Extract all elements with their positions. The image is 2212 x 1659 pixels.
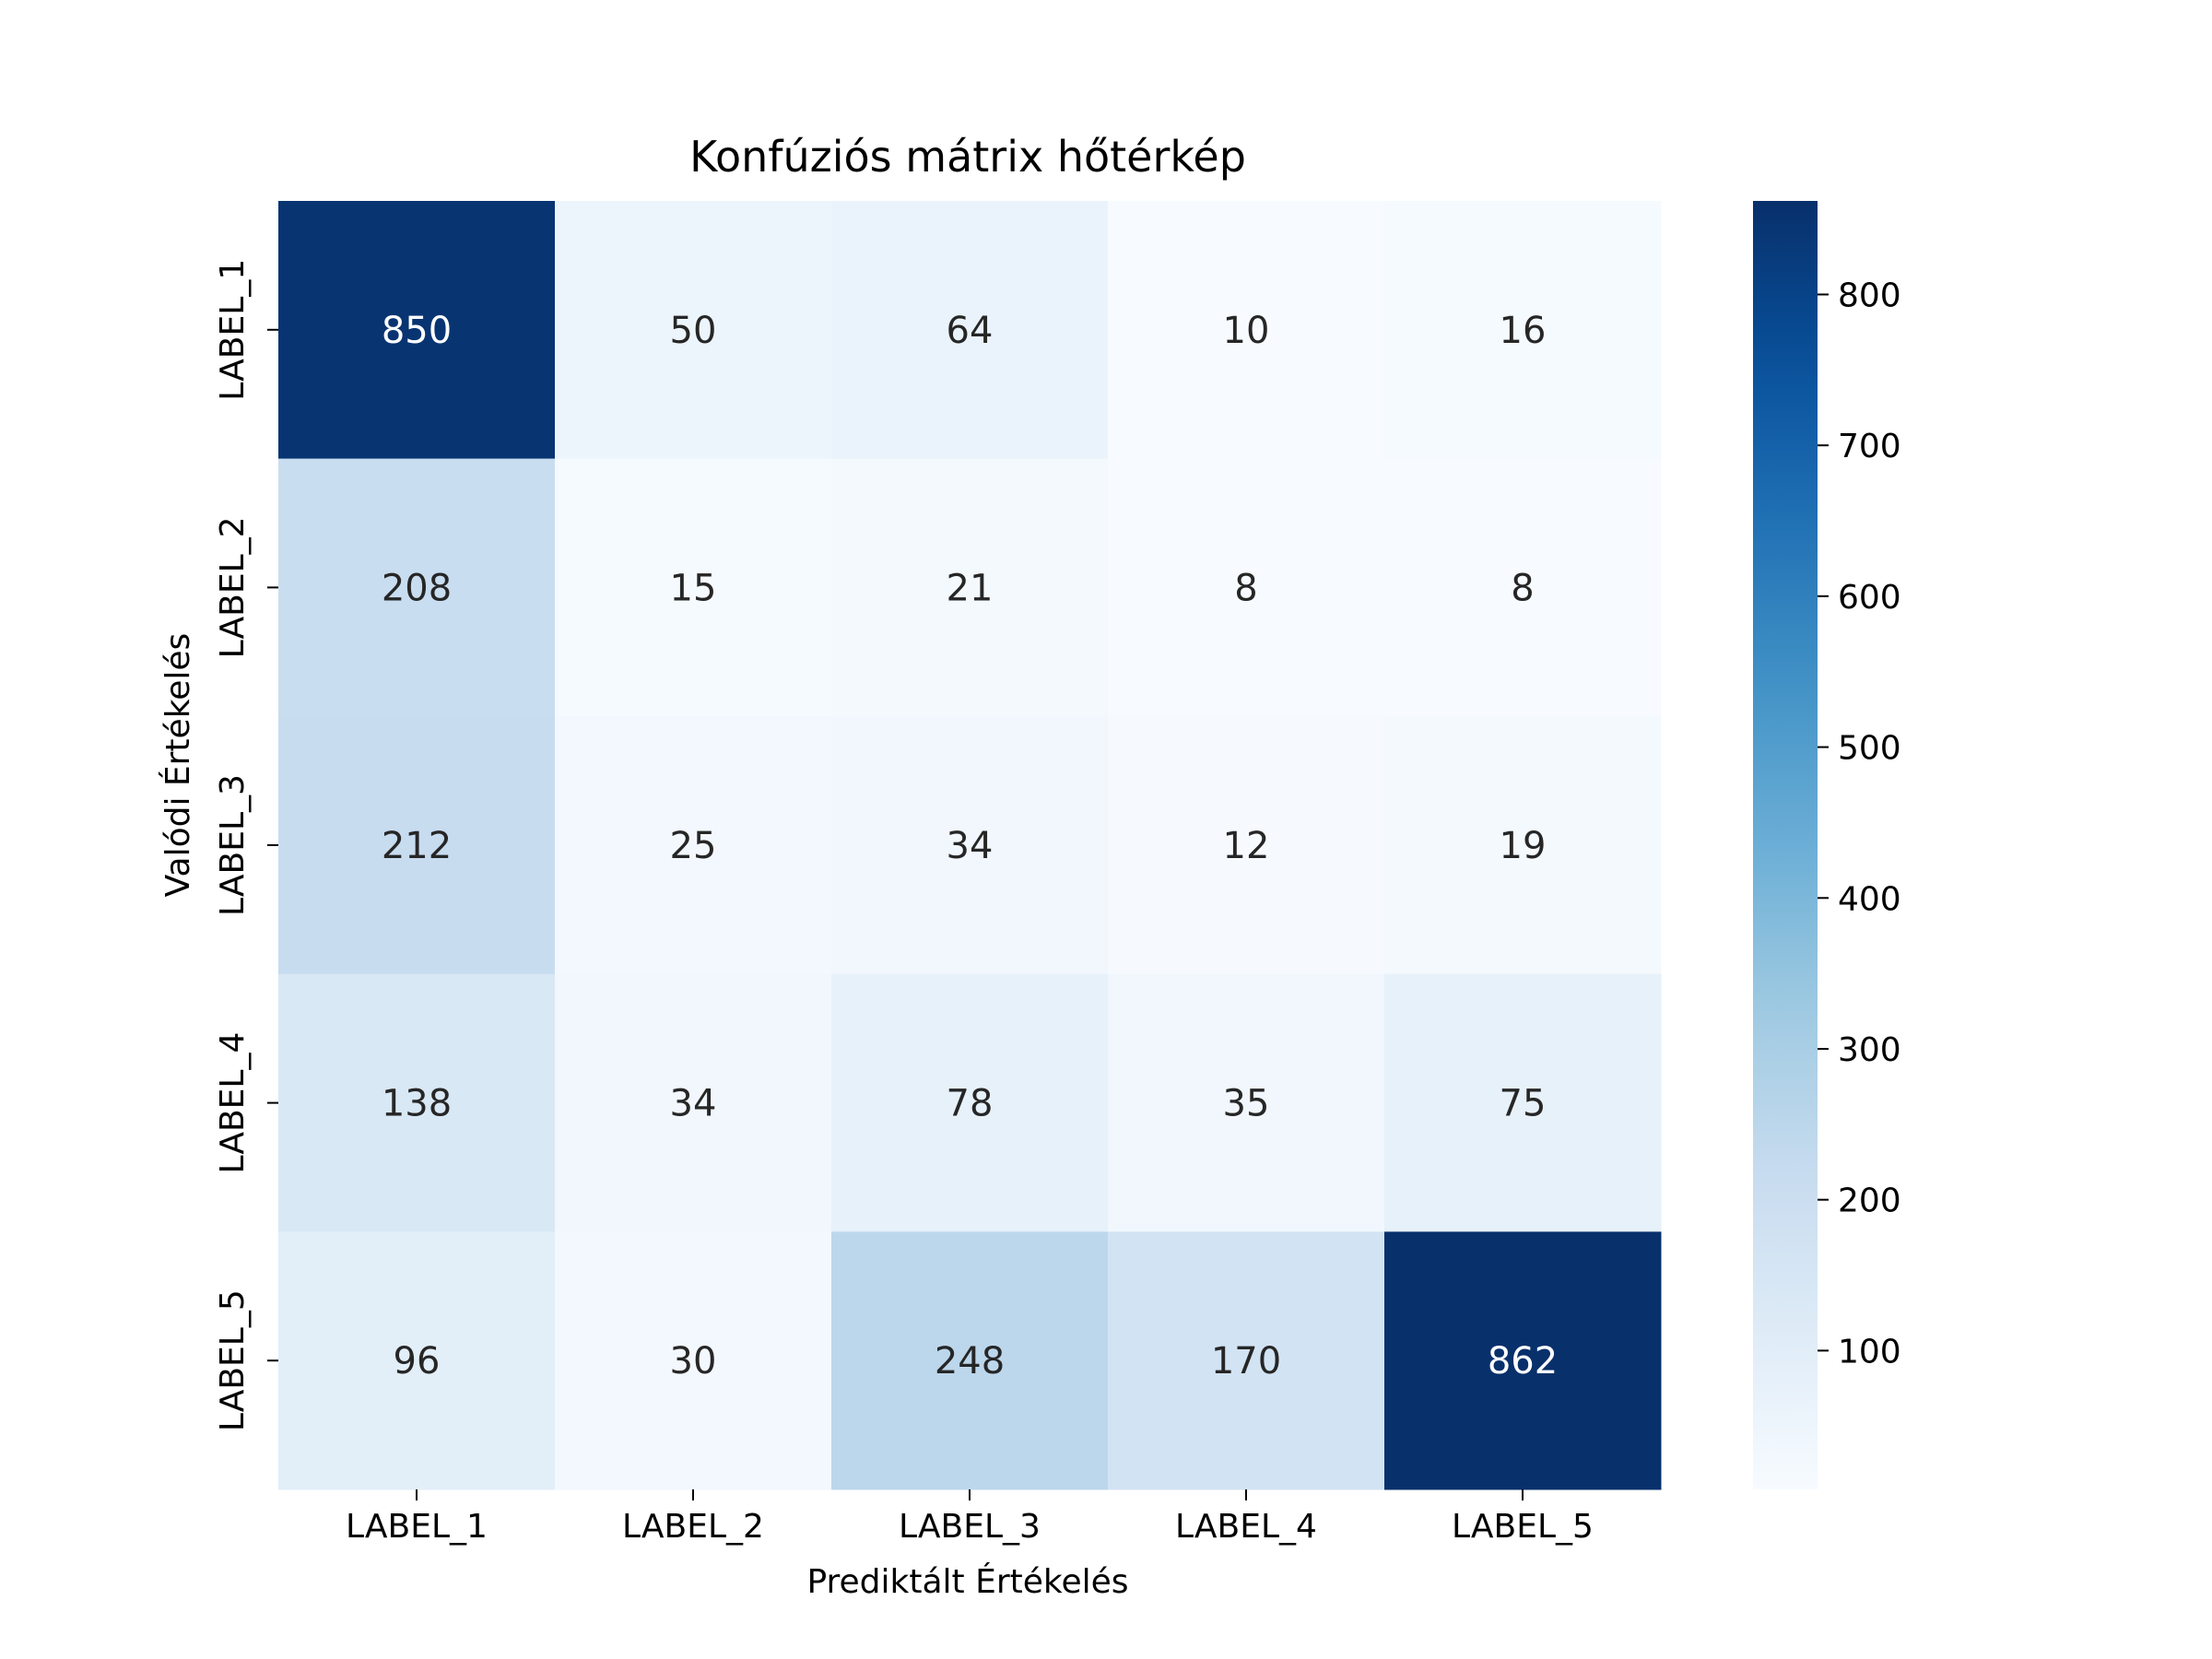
colorbar-ticks: 100 200 300 400 500 600 700 800 xyxy=(1818,276,1901,1371)
cell-value-r4-c1: 138 xyxy=(382,1083,452,1125)
cell-value-r3-c2: 25 xyxy=(670,825,717,867)
heatmap-cell-r1-c2 xyxy=(555,201,832,460)
cell-value-r1-c2: 50 xyxy=(670,310,717,352)
cell-value-r1-c3: 64 xyxy=(947,310,994,352)
cell-value-r4-c5: 75 xyxy=(1500,1083,1547,1125)
y-axis-label: Valódi Értékelés xyxy=(159,633,197,898)
cell-value-r5-c5: 862 xyxy=(1488,1340,1558,1382)
colorbar-tick-label-4: 400 xyxy=(1838,880,1901,918)
cell-value-r5-c2: 30 xyxy=(670,1340,717,1382)
cell-value-r1-c1: 850 xyxy=(382,310,452,352)
heatmap-cell-r3-c5 xyxy=(1384,716,1662,975)
colorbar-tick-label-3: 300 xyxy=(1838,1031,1901,1069)
heatmap-cell-r1-c5 xyxy=(1384,201,1662,460)
heatmap-cell-r4-c4 xyxy=(1108,973,1385,1232)
heatmap-cell-r5-c2 xyxy=(555,1231,832,1490)
heatmap-cells xyxy=(278,201,1662,1490)
x-axis-label: Prediktált Értékelés xyxy=(806,1562,1128,1601)
colorbar-strip xyxy=(1753,201,1818,1489)
cell-value-r2-c2: 15 xyxy=(670,567,717,609)
cell-value-r4-c3: 78 xyxy=(947,1083,994,1125)
heatmap-cell-r2-c3 xyxy=(831,458,1109,717)
cell-value-r2-c3: 21 xyxy=(947,567,994,609)
heatmap-cell-r5-c3 xyxy=(831,1231,1109,1490)
y-tick-label-1: LABEL_1 xyxy=(214,259,252,401)
cell-value-r3-c5: 19 xyxy=(1500,825,1547,867)
y-tick-label-3: LABEL_3 xyxy=(214,774,252,916)
y-tick-label-2: LABEL_2 xyxy=(214,516,252,658)
heatmap-cell-r3-c3 xyxy=(831,716,1109,975)
x-axis: LABEL_1 LABEL_2 LABEL_3 LABEL_4 LABEL_5 xyxy=(346,1489,1594,1546)
colorbar-tick-label-8: 800 xyxy=(1838,276,1901,314)
cell-value-r2-c4: 8 xyxy=(1234,567,1257,609)
colorbar-tick-label-1: 100 xyxy=(1838,1333,1901,1371)
cell-value-r4-c2: 34 xyxy=(670,1083,717,1125)
cell-value-r1-c4: 10 xyxy=(1223,310,1270,352)
cell-value-r1-c5: 16 xyxy=(1500,310,1547,352)
colorbar: 100 200 300 400 500 600 700 800 xyxy=(1753,201,1901,1489)
cell-value-r3-c1: 212 xyxy=(382,825,452,867)
y-tick-label-5: LABEL_5 xyxy=(214,1289,252,1431)
colorbar-tick-label-7: 700 xyxy=(1838,428,1901,465)
chart-title: Konfúziós mátrix hőtérkép xyxy=(689,132,1246,182)
heatmap-cell-r3-c2 xyxy=(555,716,832,975)
cell-value-r2-c1: 208 xyxy=(382,567,452,609)
cell-value-r5-c4: 170 xyxy=(1211,1340,1281,1382)
cell-value-r4-c4: 35 xyxy=(1223,1083,1270,1125)
heatmap-cell-r4-c5 xyxy=(1384,973,1662,1232)
heatmap-cell-r2-c2 xyxy=(555,458,832,717)
heatmap-cell-r1-c4 xyxy=(1108,201,1385,460)
heatmap-cell-r5-c5 xyxy=(1384,1231,1662,1490)
x-tick-label-4: LABEL_4 xyxy=(1175,1508,1317,1546)
heatmap-cell-r3-c1 xyxy=(278,716,556,975)
colorbar-tick-label-2: 200 xyxy=(1838,1182,1901,1220)
heatmap-cell-r1-c1 xyxy=(278,201,556,460)
heatmap-cell-r3-c4 xyxy=(1108,716,1385,975)
cell-value-r3-c3: 34 xyxy=(947,825,994,867)
y-tick-label-4: LABEL_4 xyxy=(214,1032,252,1174)
x-tick-label-5: LABEL_5 xyxy=(1452,1508,1594,1546)
heatmap-cell-r4-c3 xyxy=(831,973,1109,1232)
heatmap-cell-r2-c1 xyxy=(278,458,556,717)
heatmap-cell-r4-c1 xyxy=(278,973,556,1232)
colorbar-tick-label-6: 600 xyxy=(1838,579,1901,617)
x-tick-label-1: LABEL_1 xyxy=(346,1508,488,1546)
heatmap-cell-r5-c1 xyxy=(278,1231,556,1490)
heatmap-cell-r1-c3 xyxy=(831,201,1109,460)
cell-annotations: 850 50 64 10 16 208 15 21 8 8 212 25 34 12 19 138 34 78 35… xyxy=(382,310,1558,1382)
x-tick-label-3: LABEL_3 xyxy=(899,1508,1041,1546)
x-tick-label-2: LABEL_2 xyxy=(622,1508,764,1546)
cell-value-r2-c5: 8 xyxy=(1511,567,1534,609)
cell-value-r3-c4: 12 xyxy=(1223,825,1270,867)
y-axis: LABEL_1 LABEL_2 LABEL_3 LABEL_4 LABEL_5 xyxy=(214,259,278,1431)
cell-value-r5-c1: 96 xyxy=(394,1340,441,1382)
heatmap-cell-r2-c4 xyxy=(1108,458,1385,717)
heatmap-cell-r2-c5 xyxy=(1384,458,1662,717)
cell-value-r5-c3: 248 xyxy=(935,1340,1005,1382)
colorbar-tick-label-5: 500 xyxy=(1838,730,1901,768)
heatmap-cell-r5-c4 xyxy=(1108,1231,1385,1490)
heatmap-cell-r4-c2 xyxy=(555,973,832,1232)
